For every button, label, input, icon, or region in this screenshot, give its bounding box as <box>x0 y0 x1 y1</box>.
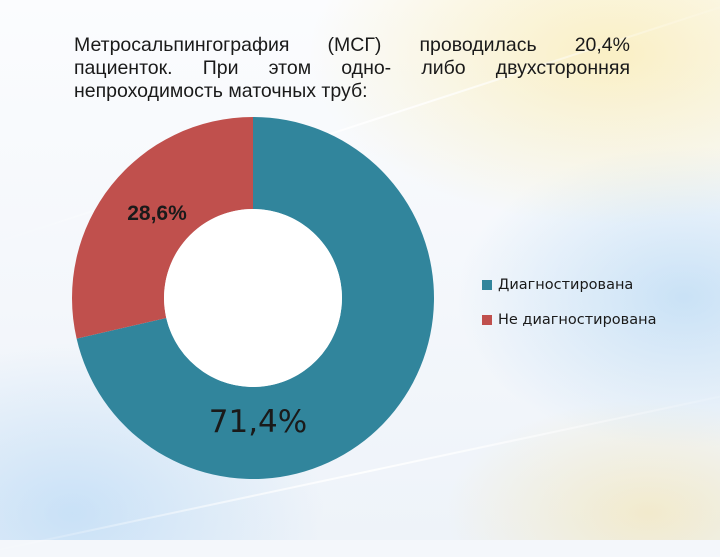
donut-hole <box>164 209 342 387</box>
legend-swatch-diagnosed <box>482 280 492 290</box>
donut-slice-not-diagnosed <box>71 117 253 339</box>
slide-title: Метросальпингография (МСГ) проводилась 2… <box>74 34 630 102</box>
donut-slice-diagnosed <box>76 117 435 479</box>
data-label-not-diagnosed: 28,6% <box>127 202 187 225</box>
legend-item-diagnosed: Диагностирована <box>482 275 656 295</box>
donut-chart: 71,4% 28,6% <box>71 117 435 479</box>
legend-label-diagnosed: Диагностирована <box>498 277 634 293</box>
legend-label-not-diagnosed: Не диагностирована <box>498 312 657 328</box>
chart-legend: Диагностирована Не диагностирована <box>482 275 656 345</box>
legend-item-not-diagnosed: Не диагностирована <box>482 310 656 330</box>
legend-swatch-not-diagnosed <box>482 315 492 325</box>
donut-slices <box>71 117 435 479</box>
donut-data-labels: 71,4% 28,6% <box>127 202 307 440</box>
data-label-diagnosed: 71,4% <box>209 404 307 440</box>
